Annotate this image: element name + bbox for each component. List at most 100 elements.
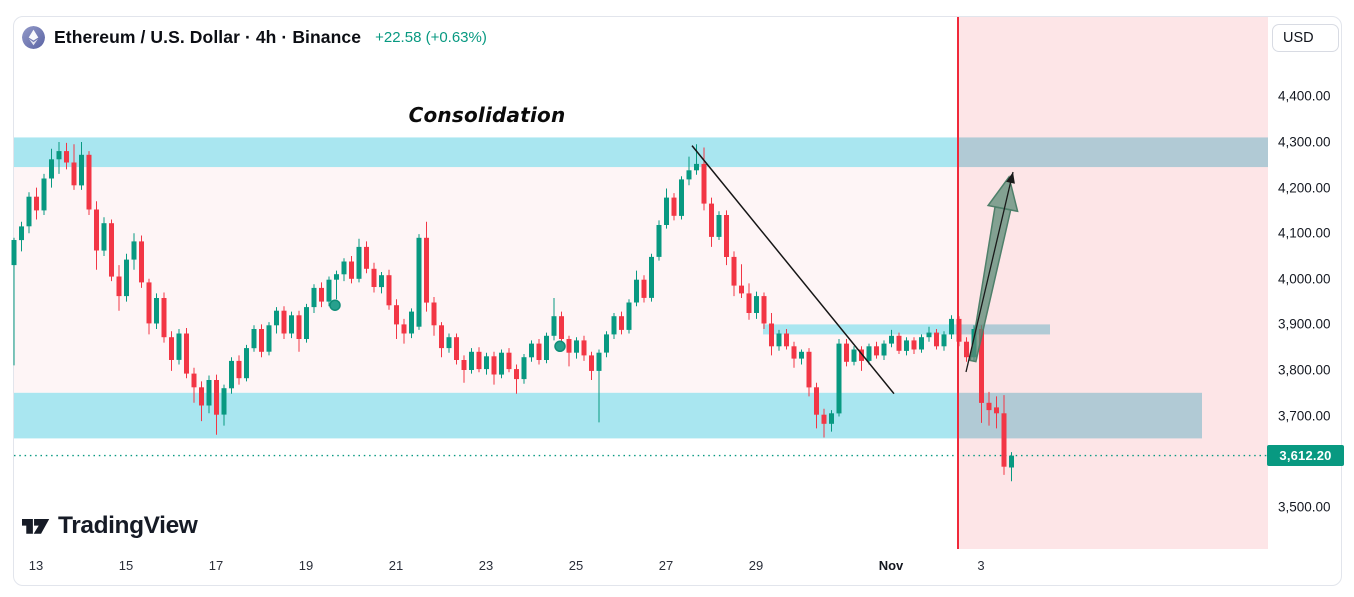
candle-body xyxy=(34,196,39,211)
entry-marker-dot[interactable] xyxy=(554,340,566,353)
candle-body xyxy=(281,310,287,334)
candle-body xyxy=(356,246,362,279)
candle-body xyxy=(1001,413,1007,467)
candle-body xyxy=(731,256,737,286)
candle-body xyxy=(71,162,77,186)
time-tick-label: 13 xyxy=(28,558,44,573)
candle-body xyxy=(326,279,332,302)
candle-body xyxy=(979,329,984,403)
candle-body xyxy=(941,334,947,347)
supply-zone[interactable] xyxy=(14,137,958,168)
candle-body xyxy=(581,340,587,356)
candle-body xyxy=(259,329,264,352)
candle-body xyxy=(49,159,54,179)
candle-body xyxy=(11,240,17,266)
candle-body xyxy=(664,197,669,225)
descending-trendline[interactable] xyxy=(691,145,895,395)
candle-body xyxy=(64,151,69,163)
candle-body xyxy=(866,346,872,361)
candle-body xyxy=(79,154,84,186)
candle-body xyxy=(994,407,999,414)
time-tick-label: 15 xyxy=(118,558,134,573)
candle-body xyxy=(784,333,789,347)
candle-body xyxy=(139,241,144,283)
last-price-badge[interactable]: 3,612.20 xyxy=(1267,445,1344,466)
candle-body xyxy=(596,352,602,371)
price-tick-label: 4,200.00 xyxy=(1278,180,1331,196)
candle-body xyxy=(401,324,407,334)
minor-level-zone[interactable] xyxy=(763,324,958,335)
candle-body xyxy=(746,293,752,313)
candle-body xyxy=(904,340,909,351)
candle-body xyxy=(551,316,557,336)
candle-body xyxy=(199,387,204,406)
candlestick-series xyxy=(11,142,1014,482)
symbol-title[interactable]: Ethereum / U.S. Dollar · 4h · Binance xyxy=(54,27,362,47)
candle-body xyxy=(379,275,384,288)
candle-body xyxy=(394,305,399,325)
candle-body xyxy=(424,237,429,303)
demand-zone[interactable] xyxy=(14,392,958,439)
candle-body xyxy=(754,296,759,313)
candle-body xyxy=(386,275,392,306)
candle-body xyxy=(56,151,62,160)
time-tick-label: 29 xyxy=(748,558,764,573)
candle-body xyxy=(311,287,317,308)
time-tick-label: 23 xyxy=(478,558,494,573)
candle-body xyxy=(191,373,197,388)
tradingview-logo[interactable]: TradingView xyxy=(22,512,198,540)
candle-body xyxy=(491,356,497,375)
candle-body xyxy=(371,268,377,287)
candle-body xyxy=(559,316,564,339)
candle-body xyxy=(484,356,489,370)
candle-body xyxy=(499,352,504,375)
candle-body xyxy=(814,387,819,415)
ethereum-icon xyxy=(22,26,45,49)
candle-body xyxy=(926,332,932,338)
candle-body xyxy=(724,215,729,257)
candle-body xyxy=(221,388,227,415)
consolidation-text-drawing[interactable]: Consolidation xyxy=(408,103,566,127)
candle-body xyxy=(341,261,347,275)
candle-body xyxy=(131,241,137,260)
entry-marker-dot[interactable] xyxy=(329,299,341,311)
demand-zone-extension[interactable] xyxy=(958,392,1202,439)
currency-usd-button[interactable]: USD xyxy=(1272,24,1339,52)
candle-body xyxy=(94,209,99,251)
price-change: +22.58 (+0.63%) xyxy=(375,29,487,46)
candle-body xyxy=(694,163,699,171)
price-tick-label: 4,400.00 xyxy=(1278,88,1331,104)
candle-body xyxy=(296,315,302,339)
chart-panel xyxy=(13,16,1342,586)
candle-body xyxy=(566,339,572,353)
time-tick-label: 21 xyxy=(388,558,404,573)
price-tick-label: 3,700.00 xyxy=(1278,408,1331,424)
candle-body xyxy=(176,333,182,360)
symbol-header[interactable]: Ethereum / U.S. Dollar · 4h · Binance +2… xyxy=(22,26,487,49)
candle-body xyxy=(506,352,512,370)
candle-body xyxy=(101,223,107,251)
candle-body xyxy=(536,343,542,360)
candle-body xyxy=(836,343,842,414)
thin-black-arrow[interactable] xyxy=(965,171,1015,373)
candle-body xyxy=(364,246,369,269)
candle-body xyxy=(349,261,354,279)
candle-body xyxy=(686,170,692,180)
supply-zone-extension[interactable] xyxy=(958,137,1268,168)
candle-body xyxy=(19,226,24,241)
candle-body xyxy=(416,237,422,327)
candle-body xyxy=(206,380,212,406)
candle-body xyxy=(476,351,482,370)
candle-body xyxy=(574,340,579,353)
candle-body xyxy=(251,329,257,349)
minor-level-zone-extension[interactable] xyxy=(958,324,1050,335)
candle-body xyxy=(821,414,827,424)
candle-body xyxy=(154,298,159,324)
candle-body xyxy=(881,343,887,356)
candle-body xyxy=(889,335,894,344)
candle-body xyxy=(604,334,609,353)
tradingview-logo-icon xyxy=(22,519,50,534)
candle-body xyxy=(589,355,594,371)
candle-body xyxy=(919,337,924,350)
candle-body xyxy=(701,163,707,204)
